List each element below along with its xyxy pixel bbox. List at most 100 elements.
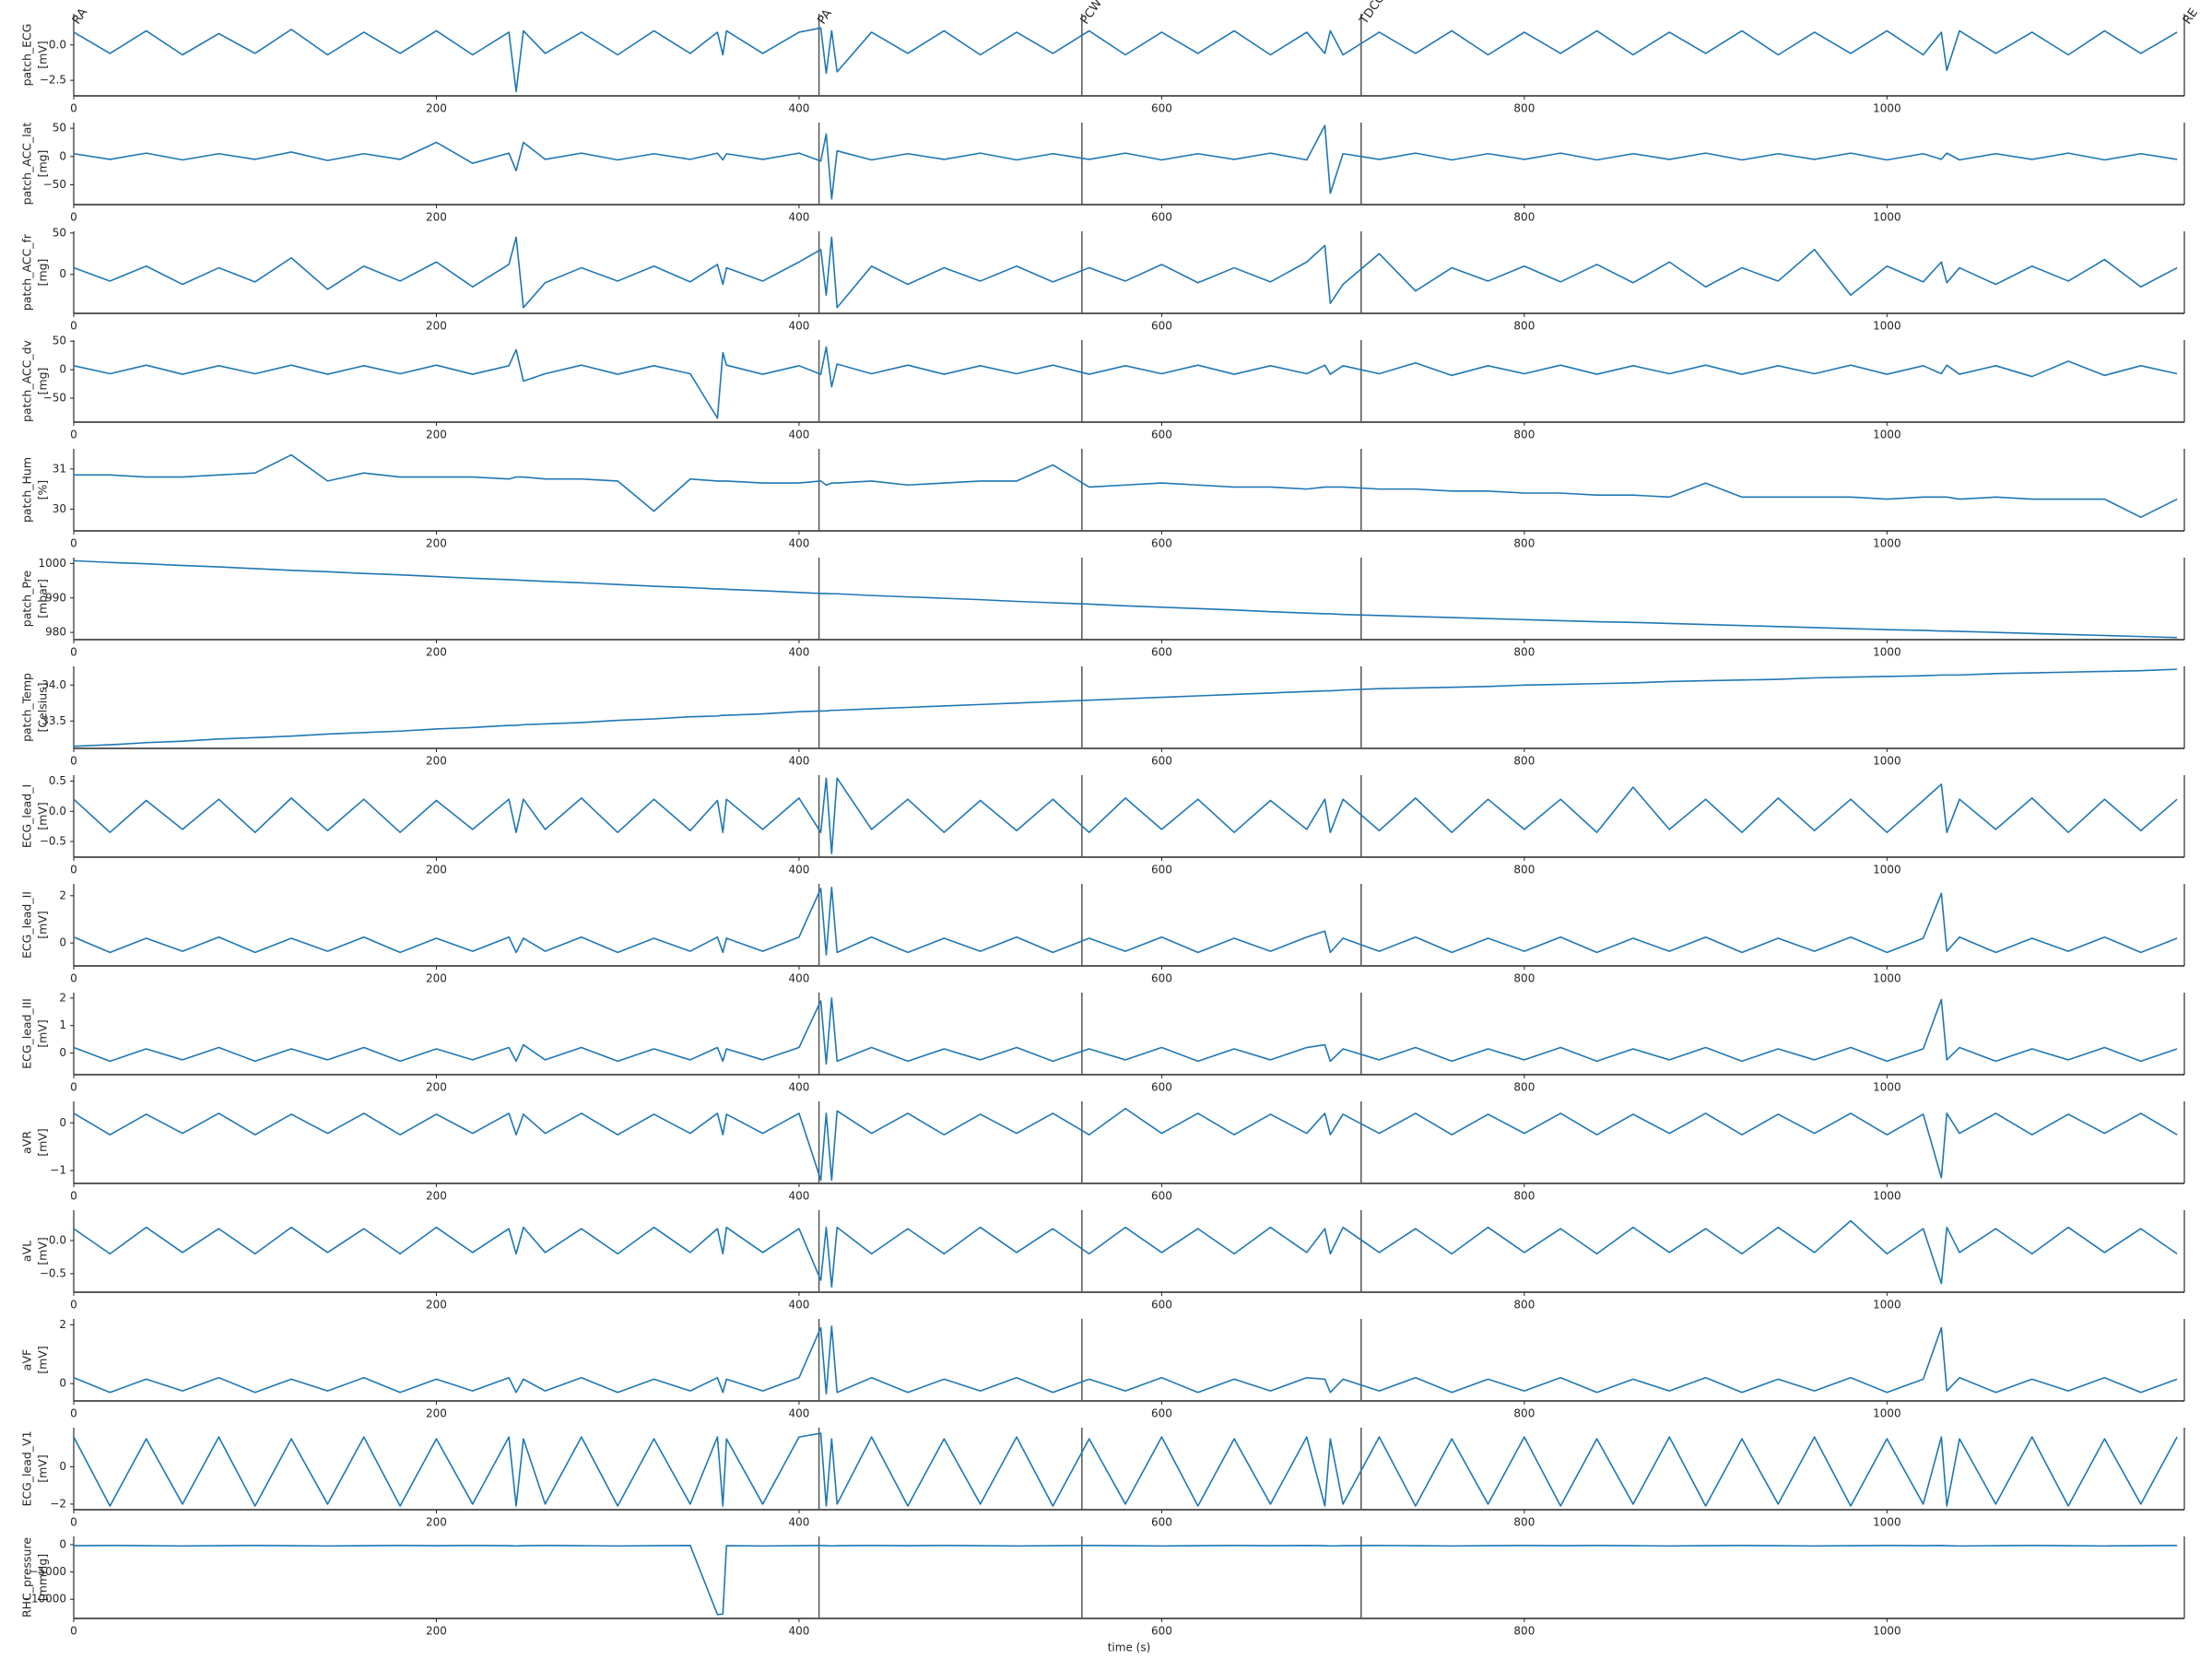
x-tick-label: 400 — [788, 1407, 809, 1420]
x-tick-label: 600 — [1151, 537, 1172, 550]
x-tick-label: 1000 — [1873, 1081, 1901, 1094]
y-tick-label: −1 — [50, 1164, 66, 1177]
y-axis-unit: [mbar] — [36, 579, 50, 618]
x-tick-label: 1000 — [1873, 864, 1901, 877]
x-tick-label: 800 — [1513, 1190, 1535, 1203]
y-axis-label: ECG_lead_II — [20, 891, 34, 959]
x-tick-label: 200 — [426, 102, 447, 115]
x-tick-label: 200 — [426, 1299, 447, 1312]
x-tick-label: 0 — [70, 1407, 77, 1420]
x-tick-label: 0 — [70, 1516, 77, 1529]
x-tick-label: 800 — [1513, 1081, 1535, 1094]
y-tick-label: 50 — [53, 226, 66, 239]
x-tick-label: 400 — [788, 537, 809, 550]
signal-line — [73, 997, 2178, 1065]
event-label: RA — [70, 6, 90, 27]
x-tick-label: 800 — [1513, 211, 1535, 224]
x-tick-label: 0 — [70, 102, 77, 115]
x-tick-label: 600 — [1151, 1299, 1172, 1312]
y-tick-label: 50 — [53, 122, 66, 135]
y-tick-label: 2 — [59, 1318, 66, 1331]
x-tick-label: 400 — [788, 1516, 809, 1529]
x-tick-label: 0 — [70, 646, 77, 659]
x-tick-label: 200 — [426, 429, 447, 441]
y-axis-label: patch_Pre — [20, 570, 34, 627]
y-tick-label: −5000 — [29, 1565, 66, 1578]
signal-line — [73, 887, 2178, 956]
x-tick-label: 400 — [788, 211, 809, 224]
x-tick-label: 600 — [1151, 1407, 1172, 1420]
x-tick-label: 1000 — [1873, 1407, 1901, 1420]
x-tick-label: 200 — [426, 755, 447, 768]
y-axis-unit: [mg] — [36, 150, 50, 178]
y-tick-label: 31 — [53, 462, 66, 475]
y-tick-label: 50 — [53, 335, 66, 347]
y-tick-label: 0 — [59, 1116, 66, 1129]
x-tick-label: 0 — [70, 537, 77, 550]
x-tick-label: 1000 — [1873, 211, 1901, 224]
x-tick-label: 1000 — [1873, 1190, 1901, 1203]
x-tick-label: 600 — [1151, 1190, 1172, 1203]
x-tick-label: 200 — [426, 646, 447, 659]
y-tick-label: −2.5 — [40, 74, 66, 87]
y-axis-unit: [mV] — [36, 1346, 50, 1373]
x-tick-label: 600 — [1151, 972, 1172, 985]
x-tick-label: 800 — [1513, 320, 1535, 333]
y-axis-label: patch_Temp — [20, 673, 34, 742]
y-tick-label: 0.5 — [49, 774, 66, 787]
y-axis-label: aVL — [20, 1241, 34, 1262]
y-tick-label: 0 — [59, 363, 66, 376]
x-tick-label: 800 — [1513, 1407, 1535, 1420]
x-tick-label: 200 — [426, 320, 447, 333]
y-axis-label: aVR — [20, 1131, 34, 1154]
x-tick-label: 1000 — [1873, 755, 1901, 768]
x-tick-label: 1000 — [1873, 1625, 1901, 1638]
x-tick-label: 400 — [788, 102, 809, 115]
x-tick-label: 800 — [1513, 1299, 1535, 1312]
y-tick-label: 34.0 — [41, 678, 66, 691]
x-tick-label: 0 — [70, 1625, 77, 1638]
signal-line — [73, 559, 2178, 639]
x-tick-label: 800 — [1513, 1516, 1535, 1529]
x-tick-label: 200 — [426, 1081, 447, 1094]
y-axis-label: patch_ECG — [20, 24, 34, 87]
x-tick-label: 1000 — [1873, 646, 1901, 659]
y-axis-unit: [mV] — [36, 802, 50, 830]
signal-line — [73, 1432, 2178, 1507]
signal-line — [74, 453, 2178, 518]
y-tick-label: 0.0 — [49, 38, 66, 51]
y-tick-label: 980 — [45, 626, 66, 639]
x-tick-label: 1000 — [1873, 320, 1901, 333]
x-tick-label: 800 — [1513, 646, 1535, 659]
y-axis-label: patch_ACC_dv — [20, 339, 34, 422]
y-tick-label: 0.0 — [49, 1234, 66, 1247]
x-tick-label: 200 — [426, 864, 447, 877]
y-tick-label: 1 — [59, 1018, 66, 1031]
y-tick-label: 0 — [59, 936, 66, 949]
x-tick-label: 200 — [426, 1516, 447, 1529]
x-tick-label: 0 — [70, 211, 77, 224]
signal-line — [73, 27, 2178, 93]
y-axis-label: patch_Hum — [20, 457, 34, 523]
x-tick-label: 1000 — [1873, 102, 1901, 115]
y-tick-label: 2 — [59, 888, 66, 901]
x-tick-label: 400 — [788, 1625, 809, 1638]
x-tick-label: 1000 — [1873, 972, 1901, 985]
signal-line — [73, 1219, 2178, 1288]
x-tick-label: 200 — [426, 537, 447, 550]
x-tick-label: 0 — [70, 1081, 77, 1094]
event-label: PCW — [1078, 0, 1105, 27]
signal-line — [73, 668, 2178, 747]
y-axis-unit: [mV] — [36, 41, 50, 68]
x-tick-label: 600 — [1151, 102, 1172, 115]
y-axis-unit: [mV] — [36, 1019, 50, 1047]
signal-line — [73, 1325, 2178, 1395]
x-tick-label: 600 — [1151, 646, 1172, 659]
x-tick-label: 200 — [426, 1190, 447, 1203]
x-tick-label: 0 — [70, 864, 77, 877]
x-tick-label: 1000 — [1873, 1516, 1901, 1529]
x-tick-label: 400 — [788, 1299, 809, 1312]
y-tick-label: −50 — [43, 178, 66, 191]
y-axis-label: ECG_lead_I — [20, 784, 34, 848]
x-tick-label: 600 — [1151, 211, 1172, 224]
